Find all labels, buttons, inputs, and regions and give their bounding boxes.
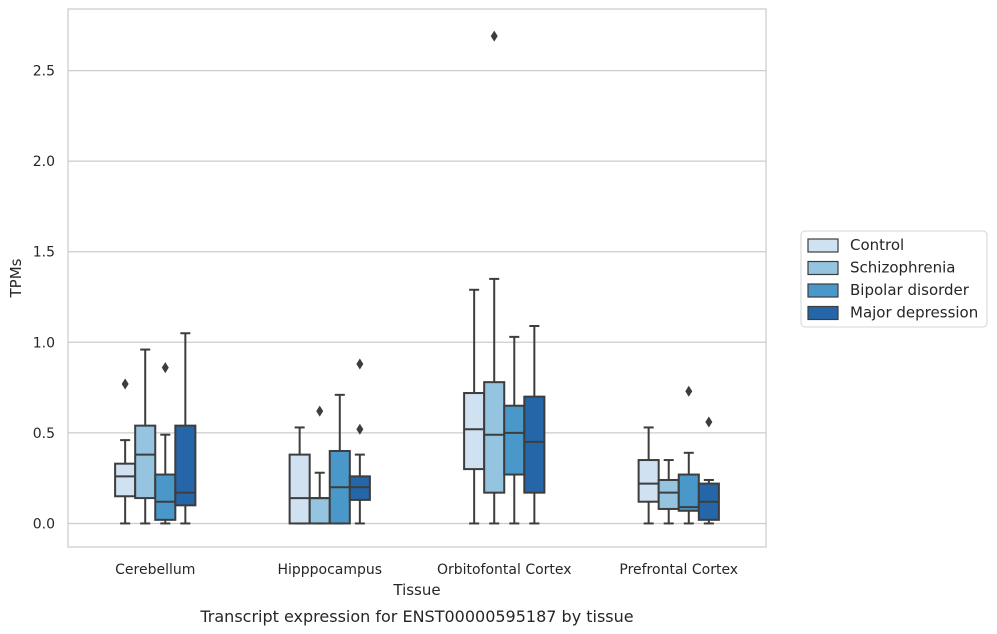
box-body xyxy=(637,459,660,503)
box-body xyxy=(288,453,311,525)
box-body xyxy=(483,381,506,494)
box-0-3 xyxy=(637,426,660,525)
box-layer xyxy=(114,30,720,525)
legend-swatch xyxy=(807,305,839,321)
legend-frame xyxy=(800,230,988,328)
box-2-0 xyxy=(154,362,177,525)
box-0-1 xyxy=(288,426,311,525)
x-tick-label: Hipppocampus xyxy=(277,562,382,578)
box-body xyxy=(134,424,157,500)
outlier-point xyxy=(161,362,169,374)
box-3-3 xyxy=(697,416,720,525)
outlier-point xyxy=(356,358,364,370)
outlier-point xyxy=(685,385,693,397)
box-1-1 xyxy=(308,405,331,525)
outlier-point xyxy=(316,405,324,417)
x-tick-label: Orbitofontal Cortex xyxy=(437,562,572,578)
box-3-0 xyxy=(174,332,197,525)
box-2-3 xyxy=(677,385,700,525)
box-body xyxy=(114,462,137,498)
box-0-2 xyxy=(463,288,486,525)
x-axis-label: Tissue xyxy=(392,581,440,599)
box-0-0 xyxy=(114,378,137,525)
chart-caption: Transcript expression for ENST0000059518… xyxy=(199,607,633,626)
y-axis-label: TPMs xyxy=(7,258,25,298)
outlier-point xyxy=(121,378,129,390)
box-2-1 xyxy=(328,393,351,525)
legend-entry: Bipolar disorder xyxy=(850,281,970,299)
box-3-1 xyxy=(348,358,371,525)
box-3-2 xyxy=(523,325,546,525)
grid-layer xyxy=(68,69,766,525)
box-body xyxy=(523,395,546,494)
outlier-point xyxy=(356,423,364,435)
box-body xyxy=(308,497,331,525)
box-1-0 xyxy=(134,348,157,525)
box-body xyxy=(677,473,700,512)
legend-entry: Major depression xyxy=(850,304,978,322)
box-1-2 xyxy=(483,30,506,525)
legend: Control Schizophrenia Bipolar disorder Majo… xyxy=(800,230,988,328)
outlier-point xyxy=(705,416,713,428)
y-tick-labels: 0.0 0.5 1.0 1.5 2.0 2.5 xyxy=(33,64,55,533)
box-body xyxy=(657,478,680,510)
legend-entry: Control xyxy=(850,236,904,254)
plot-frame xyxy=(67,8,767,548)
x-tick-label: Prefrontal Cortex xyxy=(619,562,738,578)
y-tick-label: 0.5 xyxy=(33,426,55,442)
box-2-2 xyxy=(503,335,526,525)
box-body xyxy=(154,473,177,521)
x-tick-labels: Cerebellum Hipppocampus Orbitofontal Corte… xyxy=(115,562,738,578)
y-tick-label: 1.5 xyxy=(33,245,55,261)
x-tick-label: Cerebellum xyxy=(115,562,195,578)
y-tick-label: 2.5 xyxy=(33,64,55,80)
legend-entry: Schizophrenia xyxy=(850,259,955,277)
legend-swatch xyxy=(807,238,839,253)
box-1-3 xyxy=(657,459,680,525)
outlier-point xyxy=(490,30,498,42)
box-body xyxy=(463,392,486,471)
legend-swatch xyxy=(807,260,839,276)
y-tick-label: 0.0 xyxy=(33,516,55,532)
legend-swatch xyxy=(807,283,839,298)
y-tick-label: 2.0 xyxy=(33,154,55,170)
box-body xyxy=(503,404,526,476)
box-body xyxy=(174,424,197,507)
y-tick-label: 1.0 xyxy=(33,335,55,351)
